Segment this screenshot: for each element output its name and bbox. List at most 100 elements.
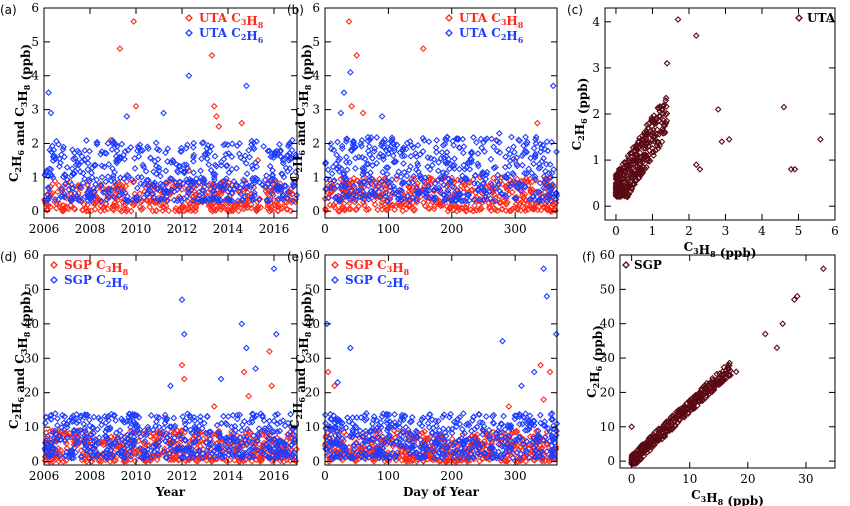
legend-entry: UTA C3H8	[445, 11, 524, 30]
data-point	[732, 368, 740, 376]
data-point	[391, 423, 399, 431]
data-point	[464, 454, 472, 462]
data-point	[331, 194, 339, 202]
data-point	[439, 141, 447, 149]
data-point	[218, 453, 226, 460]
data-point	[61, 180, 69, 188]
data-point	[369, 180, 377, 188]
data-point	[370, 148, 378, 155]
data-point	[123, 197, 131, 205]
data-point	[90, 188, 98, 196]
data-point	[330, 146, 338, 154]
data-point	[439, 451, 447, 459]
data-point	[365, 444, 373, 451]
data-point	[438, 175, 445, 183]
data-point	[134, 452, 142, 460]
data-point	[524, 177, 532, 185]
data-point	[695, 392, 703, 400]
data-point	[109, 137, 117, 144]
data-point	[190, 139, 198, 147]
data-point	[488, 181, 496, 189]
data-point	[697, 390, 705, 398]
data-point	[408, 203, 416, 211]
x-axis-label: Year	[155, 485, 186, 499]
data-point	[203, 413, 211, 421]
data-point	[442, 196, 450, 204]
data-point	[215, 451, 223, 459]
data-point	[92, 161, 99, 169]
data-point	[626, 171, 634, 179]
plot-frame	[619, 254, 836, 469]
data-point	[551, 434, 558, 442]
data-point	[240, 368, 248, 376]
data-point	[393, 438, 400, 445]
data-point	[361, 416, 369, 424]
data-point	[509, 188, 516, 196]
data-point	[406, 197, 413, 204]
data-point	[485, 426, 493, 434]
data-point	[520, 441, 528, 448]
data-point	[186, 417, 193, 425]
data-point	[283, 205, 291, 213]
data-point	[427, 154, 435, 162]
data-point	[241, 417, 248, 425]
data-point	[363, 452, 370, 460]
data-point	[114, 196, 122, 204]
data-point	[530, 160, 537, 168]
data-point	[163, 415, 171, 422]
data-point	[397, 430, 404, 438]
data-point	[357, 414, 365, 421]
x-tick-label: 4	[758, 224, 766, 238]
x-axis-label: C3H8 (ppb)	[691, 488, 764, 506]
data-points	[321, 18, 561, 215]
data-point	[230, 177, 238, 185]
data-point	[468, 186, 475, 194]
data-point	[375, 426, 383, 434]
data-point	[334, 378, 342, 386]
data-point	[497, 454, 505, 462]
data-point	[340, 89, 348, 97]
data-point	[368, 435, 376, 443]
data-point	[621, 192, 628, 200]
data-point	[59, 411, 66, 419]
data-point	[196, 417, 204, 424]
data-point	[456, 165, 463, 173]
data-point	[530, 368, 538, 376]
data-point	[239, 453, 247, 461]
y-tick-label: 40	[24, 317, 39, 331]
data-point	[184, 198, 192, 205]
data-point	[379, 433, 387, 441]
data-point	[483, 168, 491, 176]
data-point	[147, 154, 155, 162]
data-point	[544, 183, 552, 191]
data-point	[155, 452, 163, 460]
data-point	[408, 418, 415, 425]
data-point	[254, 447, 262, 454]
data-point	[473, 431, 481, 438]
data-point	[233, 415, 241, 423]
data-point	[488, 186, 496, 194]
data-point	[481, 188, 488, 195]
data-point	[178, 433, 186, 440]
data-point	[773, 344, 781, 352]
data-point	[74, 165, 82, 173]
data-point	[447, 410, 454, 418]
data-point	[241, 152, 249, 160]
data-point	[325, 451, 333, 459]
data-point	[688, 398, 696, 406]
y-tick-label: 60	[600, 248, 615, 262]
data-point	[177, 148, 185, 155]
data-point	[78, 158, 86, 165]
data-point	[84, 201, 91, 209]
data-point	[102, 150, 110, 157]
data-point	[368, 452, 376, 460]
data-point	[335, 440, 343, 448]
data-point	[650, 118, 658, 126]
data-point	[162, 149, 169, 157]
data-point	[329, 445, 336, 453]
data-point	[131, 154, 139, 162]
data-point	[45, 443, 52, 451]
legend-entry: SGP C2H6	[331, 273, 410, 292]
data-point	[431, 186, 439, 194]
data-point	[229, 452, 237, 460]
